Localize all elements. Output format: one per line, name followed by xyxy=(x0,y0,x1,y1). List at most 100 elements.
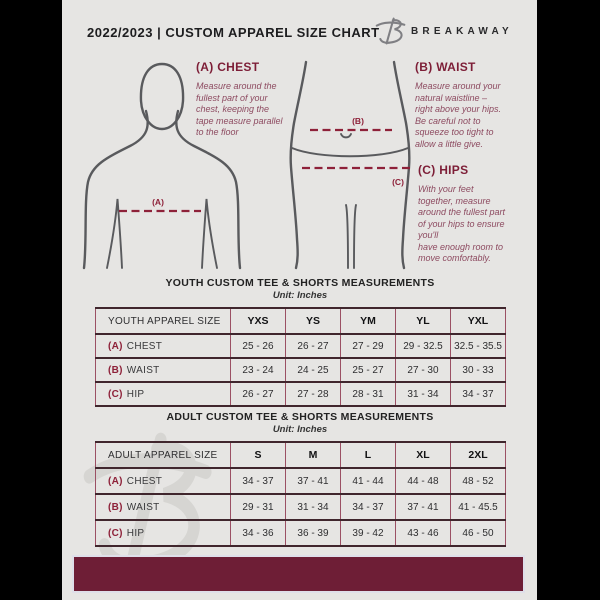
youth-chest-row: (A) CHEST 25 - 26 26 - 27 27 - 29 29 - 32… xyxy=(95,333,506,359)
table-cell: 34 - 37 xyxy=(340,493,396,521)
adult-section-title: ADULT CUSTOM TEE & SHORTS MEASUREMENTS xyxy=(166,411,434,423)
right-inner-leg xyxy=(353,204,357,269)
table-cell: 23 - 24 xyxy=(230,357,286,383)
table-cell: 29 - 31 xyxy=(230,493,286,521)
youth-unit-label: Unit: Inches xyxy=(272,290,328,301)
youth-size-table: YOUTH APPAREL SIZE YXS YS YM YL YXL (A) C… xyxy=(95,307,506,407)
row-name: CHEST xyxy=(126,475,163,487)
youth-header-row: YOUTH APPAREL SIZE YXS YS YM YL YXL xyxy=(95,307,506,335)
column-header-yxs: YXS xyxy=(230,307,286,335)
size-chart-page: 2022/2023 | CUSTOM APPAREL SIZE CHART BR… xyxy=(62,0,537,600)
chest-guide-section: (A) CHEST Measure around the fullest par… xyxy=(196,60,314,139)
row-name: WAIST xyxy=(126,501,160,513)
table-cell: 26 - 27 xyxy=(285,333,341,359)
column-header-xl: XL xyxy=(395,441,451,469)
chest-guide-text: Measure around the fullest part of your … xyxy=(196,81,283,138)
page-title: 2022/2023 | CUSTOM APPAREL SIZE CHART xyxy=(87,25,380,40)
row-name: HIP xyxy=(126,388,145,400)
adult-unit-label: Unit: Inches xyxy=(272,424,328,435)
navel-mark xyxy=(340,133,352,139)
waistband-curve xyxy=(291,147,409,158)
table-cell: 31 - 34 xyxy=(285,493,341,521)
adult-header-row: ADULT APPAREL SIZE S M L XL 2XL xyxy=(95,441,506,469)
hips-guide-heading: (C) HIPS xyxy=(418,163,469,177)
table-cell: 30 - 33 xyxy=(450,357,506,383)
row-label-hip: (C) HIP xyxy=(95,381,231,407)
row-label-hip: (C) HIP xyxy=(95,519,231,547)
table-cell: 29 - 32.5 xyxy=(395,333,451,359)
table-cell: 37 - 41 xyxy=(285,467,341,495)
hips-left-outline xyxy=(289,60,308,270)
row-label-chest: (A) CHEST xyxy=(95,333,231,359)
breakaway-b-logo-icon xyxy=(375,17,406,45)
adult-measurements-section: ADULT CUSTOM TEE & SHORTS MEASUREMENTS U… xyxy=(95,411,506,547)
table-cell: 46 - 50 xyxy=(450,519,506,547)
row-key: (B) xyxy=(108,364,123,376)
table-cell: 39 - 42 xyxy=(340,519,396,547)
row-key: (A) xyxy=(108,340,123,352)
table-cell: 48 - 52 xyxy=(450,467,506,495)
youth-hip-row: (C) HIP 26 - 27 27 - 28 28 - 31 31 - 34 3… xyxy=(95,381,506,407)
youth-waist-row: (B) WAIST 23 - 24 24 - 25 25 - 27 27 - 30… xyxy=(95,357,506,383)
waist-guide-text: Measure around your natural waistline – … xyxy=(415,81,502,149)
hips-guide-text: With your feet together, measure around … xyxy=(418,184,506,264)
column-header-ys: YS xyxy=(285,307,341,335)
table-cell: 36 - 39 xyxy=(285,519,341,547)
row-name: HIP xyxy=(126,527,145,539)
torso-head-outline xyxy=(139,62,185,131)
row-key: (B) xyxy=(108,501,123,513)
adult-waist-row: (B) WAIST 29 - 31 31 - 34 34 - 37 37 - 41… xyxy=(95,493,506,521)
table-cell: 28 - 31 xyxy=(340,381,396,407)
column-header-2xl: 2XL xyxy=(450,441,506,469)
adult-chest-row: (A) CHEST 34 - 37 37 - 41 41 - 44 44 - 48… xyxy=(95,467,506,495)
hips-right-outline xyxy=(392,60,411,270)
column-header-yxl: YXL xyxy=(450,307,506,335)
row-name: CHEST xyxy=(126,340,163,352)
column-header-ym: YM xyxy=(340,307,396,335)
table-cell: 27 - 29 xyxy=(340,333,396,359)
table-cell: 24 - 25 xyxy=(285,357,341,383)
table-cell: 27 - 30 xyxy=(395,357,451,383)
adult-size-header: ADULT APPAREL SIZE xyxy=(95,441,231,469)
table-cell: 41 - 45.5 xyxy=(450,493,506,521)
waist-guide-heading: (B) WAIST xyxy=(415,60,476,74)
table-cell: 43 - 46 xyxy=(395,519,451,547)
youth-size-header: YOUTH APPAREL SIZE xyxy=(95,307,231,335)
hips-line-label: (C) xyxy=(392,177,404,187)
youth-section-title: YOUTH CUSTOM TEE & SHORTS MEASUREMENTS xyxy=(165,277,435,289)
table-cell: 32.5 - 35.5 xyxy=(450,333,506,359)
row-label-chest: (A) CHEST xyxy=(95,467,231,495)
torso-right-shoulder-arm xyxy=(175,109,242,270)
table-cell: 34 - 37 xyxy=(230,467,286,495)
row-key: (C) xyxy=(108,388,123,400)
table-cell: 34 - 36 xyxy=(230,519,286,547)
column-header-yl: YL xyxy=(395,307,451,335)
footer-bar xyxy=(72,555,525,593)
chest-guide-heading: (A) CHEST xyxy=(196,60,260,74)
table-cell: 27 - 28 xyxy=(285,381,341,407)
hips-guide-section: (C) HIPS With your feet together, measur… xyxy=(418,163,536,265)
table-cell: 25 - 27 xyxy=(340,357,396,383)
table-cell: 26 - 27 xyxy=(230,381,286,407)
row-key: (C) xyxy=(108,527,123,539)
chest-line-label: (A) xyxy=(152,197,164,207)
table-cell: 41 - 44 xyxy=(340,467,396,495)
table-cell: 34 - 37 xyxy=(450,381,506,407)
table-cell: 31 - 34 xyxy=(395,381,451,407)
waist-line-label: (B) xyxy=(352,116,364,126)
brand-name: BREAKAWAY xyxy=(411,26,513,37)
waist-guide-section: (B) WAIST Measure around your natural wa… xyxy=(415,60,533,150)
table-cell: 44 - 48 xyxy=(395,467,451,495)
row-label-waist: (B) WAIST xyxy=(95,357,231,383)
column-header-s: S xyxy=(230,441,286,469)
adult-size-table: ADULT APPAREL SIZE S M L XL 2XL (A) CHEST… xyxy=(95,441,506,547)
adult-hip-row: (C) HIP 34 - 36 36 - 39 39 - 42 43 - 46 4… xyxy=(95,519,506,547)
torso-left-armpit xyxy=(106,198,123,269)
column-header-m: M xyxy=(285,441,341,469)
left-inner-leg xyxy=(345,204,349,269)
row-name: WAIST xyxy=(126,364,160,376)
table-cell: 25 - 26 xyxy=(230,333,286,359)
table-cell: 37 - 41 xyxy=(395,493,451,521)
torso-left-shoulder-arm xyxy=(82,109,149,270)
row-label-waist: (B) WAIST xyxy=(95,493,231,521)
